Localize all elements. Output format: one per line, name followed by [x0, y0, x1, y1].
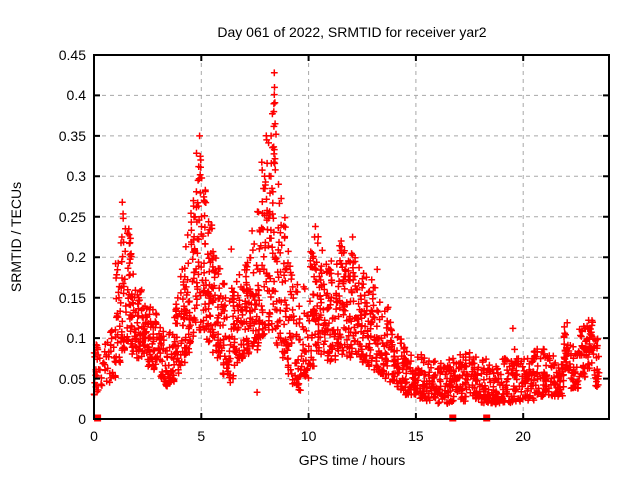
x-axis-label: GPS time / hours: [298, 452, 406, 468]
y-tick-label: 0.35: [58, 127, 86, 144]
y-tick-label: 0.25: [58, 208, 86, 225]
chart-title: Day 061 of 2022, SRMTID for receiver yar…: [217, 24, 487, 40]
y-tick-label: 0: [78, 411, 86, 427]
y-tick-label: 0.05: [58, 370, 86, 387]
x-tick-label: 0: [90, 428, 98, 444]
y-tick-label: 0.4: [66, 87, 86, 104]
x-tick-label: 15: [408, 428, 424, 444]
y-tick-label: 0.1: [66, 330, 86, 347]
y-tick-label: 0.2: [66, 249, 86, 266]
scatter-points: [90, 69, 603, 408]
y-axis-label: SRMTID / TECUs: [8, 181, 24, 293]
y-tick-label: 0.3: [66, 168, 86, 185]
x-tick-label: 5: [197, 428, 206, 444]
y-tick-label: 0.45: [58, 47, 86, 63]
plot-border: [93, 54, 610, 420]
x-tick-label: 20: [515, 428, 531, 444]
x-tick-label: 10: [300, 428, 317, 444]
y-tick-label: 0.15: [58, 289, 86, 306]
